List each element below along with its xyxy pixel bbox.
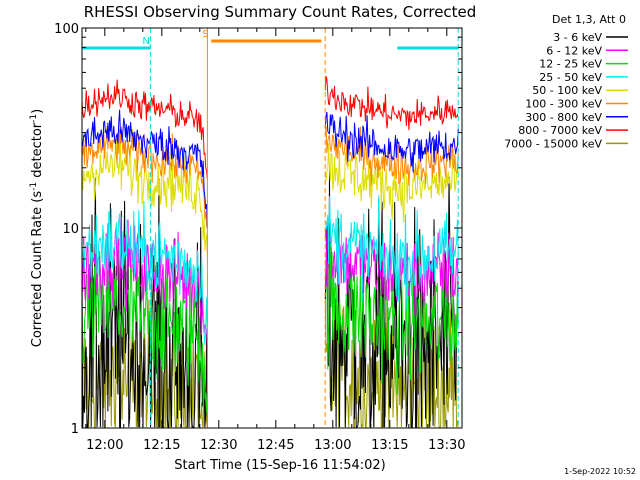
annotation-label: S <box>202 29 208 40</box>
y-axis-label-main: Corrected Count Rate (s <box>30 191 45 348</box>
series-layer <box>81 76 459 428</box>
legend-label: 50 - 100 keV <box>532 84 602 97</box>
chart-title: RHESSI Observing Summary Count Rates, Co… <box>84 3 477 21</box>
legend-label: 7000 - 15000 keV <box>504 137 602 150</box>
series-line <box>324 227 459 316</box>
x-tick-label: 12:00 <box>86 438 123 453</box>
legend-label: 25 - 50 keV <box>539 71 602 84</box>
series-line <box>81 200 208 346</box>
date-stamp: 1-Sep-2022 10:52 <box>564 467 636 476</box>
y-axis-label-sup2: -1 <box>29 114 39 123</box>
series-line <box>81 109 208 230</box>
annotation-layer: NS <box>82 28 459 428</box>
y-axis-label-end: ) <box>30 109 45 114</box>
series-line <box>81 126 208 228</box>
legend-label: 12 - 25 keV <box>539 58 602 71</box>
y-axis-label-sup1: -1 <box>29 182 39 191</box>
legend-label: 6 - 12 keV <box>546 44 602 57</box>
series-line <box>324 76 459 131</box>
x-tick-label: 13:15 <box>371 438 408 453</box>
legend-label: 800 - 7000 keV <box>518 124 602 137</box>
x-tick-label: 12:45 <box>257 438 294 453</box>
legend-label: 100 - 300 keV <box>525 98 602 111</box>
y-tick-label: 10 <box>62 222 79 237</box>
legend-label: 300 - 800 keV <box>525 111 602 124</box>
y-axis: 100 10 1 <box>54 22 462 437</box>
legend-label: 3 - 6 keV <box>553 31 602 44</box>
legend-title: Det 1,3, Att 0 <box>552 13 626 26</box>
series-line <box>324 243 459 395</box>
series-line <box>81 79 208 180</box>
series-line <box>324 195 459 311</box>
x-axis-label: Start Time (15-Sep-16 11:54:02) <box>174 458 385 473</box>
series-line <box>324 170 459 428</box>
x-tick-label: 13:00 <box>314 438 351 453</box>
series-line <box>324 111 459 173</box>
y-tick-label: 1 <box>71 422 79 437</box>
y-axis-label: Corrected Count Rate (s-1 detector-1) <box>29 109 45 347</box>
annotation-label: N <box>142 36 149 47</box>
y-tick-label: 100 <box>54 22 79 37</box>
y-axis-label-mid: detector <box>30 122 45 182</box>
x-tick-label: 13:30 <box>428 438 465 453</box>
x-tick-label: 12:30 <box>200 438 237 453</box>
x-axis: 12:00 12:15 12:30 12:45 13:00 13:15 13:30 <box>85 28 466 453</box>
x-tick-label: 12:15 <box>143 438 180 453</box>
